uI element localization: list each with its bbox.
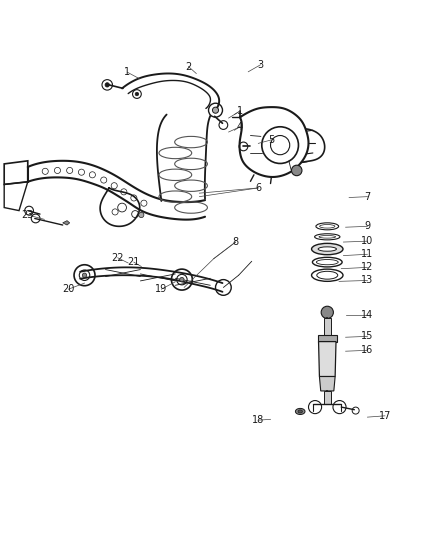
Polygon shape	[318, 335, 337, 342]
Text: 17: 17	[379, 411, 391, 421]
Ellipse shape	[318, 247, 336, 251]
Text: 19: 19	[155, 284, 167, 294]
Text: 14: 14	[361, 310, 374, 320]
Text: 15: 15	[361, 332, 374, 341]
Polygon shape	[318, 342, 336, 376]
Circle shape	[139, 212, 144, 217]
Text: 6: 6	[255, 183, 261, 193]
Text: 21: 21	[127, 257, 140, 267]
Polygon shape	[319, 376, 335, 391]
Text: 1: 1	[124, 67, 131, 77]
Text: 2: 2	[185, 61, 191, 71]
Polygon shape	[324, 318, 331, 335]
Text: 9: 9	[364, 221, 371, 231]
Text: 11: 11	[361, 249, 374, 259]
Text: 4: 4	[237, 122, 243, 132]
Ellipse shape	[295, 408, 305, 415]
Text: 12: 12	[361, 262, 374, 272]
Circle shape	[135, 92, 139, 96]
Polygon shape	[63, 221, 70, 225]
Text: 5: 5	[268, 135, 275, 145]
Text: 18: 18	[252, 415, 265, 425]
Text: 8: 8	[233, 237, 239, 247]
Text: 23: 23	[21, 210, 34, 220]
Circle shape	[105, 83, 110, 87]
Ellipse shape	[298, 410, 302, 413]
Text: 13: 13	[361, 276, 374, 286]
Polygon shape	[324, 391, 331, 404]
Text: 22: 22	[111, 253, 124, 263]
Text: 20: 20	[62, 284, 74, 294]
Circle shape	[212, 107, 219, 113]
Ellipse shape	[311, 244, 343, 255]
Text: 16: 16	[361, 345, 374, 356]
Text: 3: 3	[258, 60, 264, 70]
Text: 10: 10	[361, 236, 374, 246]
Text: 1: 1	[237, 106, 243, 116]
Circle shape	[180, 277, 184, 282]
Circle shape	[82, 273, 87, 277]
Text: 7: 7	[364, 192, 371, 201]
Circle shape	[291, 165, 302, 176]
Circle shape	[321, 306, 333, 318]
